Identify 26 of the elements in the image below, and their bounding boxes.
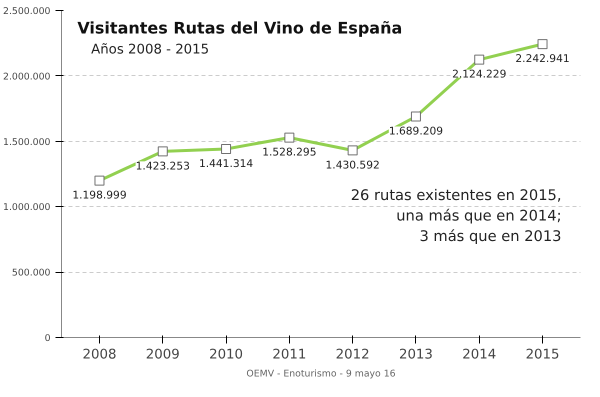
y-tick-label: 1.000.000 — [3, 202, 51, 214]
x-tick-label: 2013 — [398, 348, 433, 362]
x-tick-label: 2011 — [272, 348, 306, 362]
x-tick-label: 2010 — [209, 348, 244, 362]
data-label: 1.430.592 — [326, 158, 380, 172]
data-label: 1.689.209 — [388, 124, 444, 138]
x-tick-label: 2012 — [336, 348, 370, 362]
x-tick-label: 2015 — [526, 348, 560, 362]
text: Visitantes Rutas del Vino de España — [77, 18, 402, 38]
x-tick-label: 2008 — [82, 348, 116, 362]
data-label: 1.198.999 — [72, 188, 127, 202]
data-label: 1.423.253 — [136, 159, 190, 172]
text: OEMV - Enoturismo - 9 mayo 16 — [246, 368, 396, 380]
x-tick-label: 2009 — [146, 348, 180, 362]
data-label: 2.242.941 — [515, 52, 570, 66]
data-label: 1.528.295 — [262, 146, 316, 159]
annotation: 26 rutas existentes en 2015, una más que en 2014; 3 más que en 2013 — [350, 187, 562, 245]
data-label: 2.124.229 — [452, 68, 507, 81]
y-tick-label: 2.000.000 — [3, 71, 51, 82]
y-tick-label: 2.500.000 — [3, 6, 51, 17]
data-label: 1.441.314 — [198, 156, 254, 170]
y-tick-label: 0 — [44, 333, 51, 344]
y-tick-label: 500.000 — [12, 268, 51, 279]
y-tick-label: 1.500.000 — [3, 136, 51, 148]
x-tick-label: 2014 — [462, 348, 496, 362]
text: Años 2008 - 2015 — [91, 42, 210, 58]
